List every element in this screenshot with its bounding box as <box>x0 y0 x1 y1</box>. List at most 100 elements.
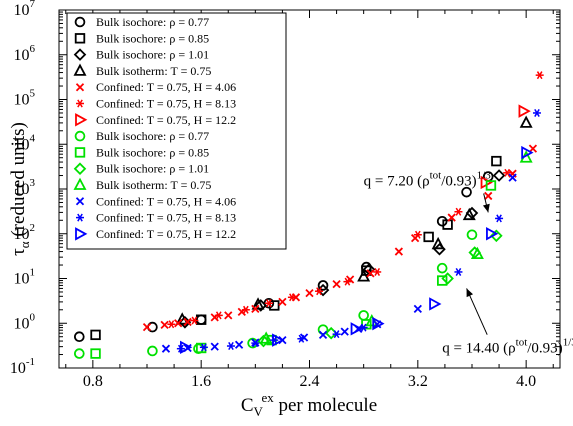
data-point <box>503 168 512 177</box>
data-point <box>431 236 445 250</box>
marker-shape <box>210 342 219 351</box>
marker-shape <box>234 340 244 349</box>
data-point <box>332 330 341 339</box>
marker-shape <box>466 229 478 241</box>
marker-shape <box>461 186 472 198</box>
series-9 <box>257 229 503 348</box>
data-point <box>343 277 352 286</box>
marker-shape <box>518 104 531 118</box>
marker-shape <box>257 334 270 348</box>
marker-shape <box>350 322 363 336</box>
marker-shape <box>534 108 540 117</box>
marker-shape <box>305 289 314 298</box>
legend-label: Bulk isotherm: T = 0.75 <box>96 64 211 78</box>
marker-shape <box>142 322 152 332</box>
marker-shape <box>160 320 169 330</box>
marker-shape <box>436 215 448 227</box>
marker-shape <box>74 147 86 158</box>
annotation-text: q = 7.20 (ρtot/0.93)1/3 <box>364 169 492 189</box>
marker-shape <box>73 162 87 175</box>
data-point <box>518 104 531 118</box>
marker-shape <box>455 267 462 276</box>
marker-shape <box>73 177 87 190</box>
marker-shape <box>251 297 265 310</box>
legend-label: Bulk isotherm: T = 0.75 <box>96 178 211 192</box>
legend-marker <box>76 213 84 222</box>
marker-shape <box>344 277 351 286</box>
data-point <box>259 331 273 344</box>
marker-shape <box>442 219 453 230</box>
marker-shape <box>224 311 233 320</box>
legend-label: Bulk isochore: ρ = 0.85 <box>96 145 209 159</box>
legend-marker <box>74 130 86 142</box>
data-point <box>332 279 341 289</box>
data-point <box>226 342 235 351</box>
x-tick-label: 3.2 <box>408 373 428 390</box>
data-point <box>413 304 422 313</box>
data-point <box>257 334 270 348</box>
data-point <box>147 345 158 357</box>
marker-shape <box>508 173 517 182</box>
marker-shape <box>180 340 193 355</box>
y-tick-label: 103 <box>14 177 36 198</box>
marker-shape <box>318 330 328 340</box>
marker-shape <box>357 269 371 282</box>
series-layer <box>74 71 544 359</box>
data-point <box>462 207 476 221</box>
marker-shape <box>215 311 222 320</box>
marker-shape <box>74 348 85 359</box>
marker-shape <box>374 267 381 276</box>
marker-shape <box>484 191 493 201</box>
marker-shape <box>183 317 192 327</box>
axis-ticks: 0.8 1.6 2.4 3.2 4.0 10-1 100 101 102 103 104 105 106… <box>10 0 560 390</box>
marker-shape <box>259 331 273 344</box>
marker-shape <box>490 229 503 243</box>
marker-shape <box>73 48 87 61</box>
marker-shape <box>436 262 448 274</box>
marker-shape <box>519 115 533 128</box>
legend-marker <box>74 16 86 28</box>
y-tick-label: 100 <box>14 311 36 332</box>
legend-marker <box>73 177 87 190</box>
legend-label: Bulk isochore: ρ = 0.77 <box>96 15 209 29</box>
legend-marker <box>75 197 85 206</box>
legend-marker <box>75 227 88 241</box>
data-point <box>433 242 446 256</box>
legend-label: Confined: T = 0.75, H = 4.06 <box>96 194 236 208</box>
series-5 <box>167 71 544 329</box>
marker-shape <box>251 304 260 313</box>
data-point <box>199 343 208 352</box>
data-point <box>485 180 497 191</box>
data-point <box>314 287 323 296</box>
data-point <box>466 229 478 241</box>
data-point <box>297 334 306 343</box>
data-point <box>264 299 273 308</box>
marker-shape <box>504 168 511 177</box>
marker-shape <box>528 144 538 153</box>
legend-label: Confined: T = 0.75, H = 8.13 <box>96 97 236 111</box>
marker-shape <box>521 145 534 160</box>
data-point <box>74 348 85 359</box>
data-point <box>490 229 503 243</box>
annotations: q = 7.20 (ρtot/0.93)1/3 q = 14.40 (ρtot/0… <box>364 169 573 356</box>
marker-shape <box>75 83 85 92</box>
legend-marker <box>73 48 87 61</box>
data-point <box>447 213 456 222</box>
marker-shape <box>278 297 287 307</box>
marker-shape <box>174 319 183 328</box>
annotation-arrow-line <box>466 288 488 335</box>
marker-shape <box>536 71 543 80</box>
marker-shape <box>191 316 198 325</box>
annotation-arrowhead <box>466 288 474 298</box>
y-tick-label: 101 <box>14 267 36 288</box>
marker-shape <box>413 304 422 313</box>
marker-shape <box>75 227 88 241</box>
x-tick-label: 0.8 <box>83 373 103 390</box>
data-point <box>195 314 207 326</box>
data-point <box>90 329 101 341</box>
data-point <box>519 115 533 128</box>
marker-shape <box>332 279 341 289</box>
data-point <box>492 169 506 182</box>
legend-label: Confined: T = 0.75, H = 12.2 <box>96 113 236 127</box>
